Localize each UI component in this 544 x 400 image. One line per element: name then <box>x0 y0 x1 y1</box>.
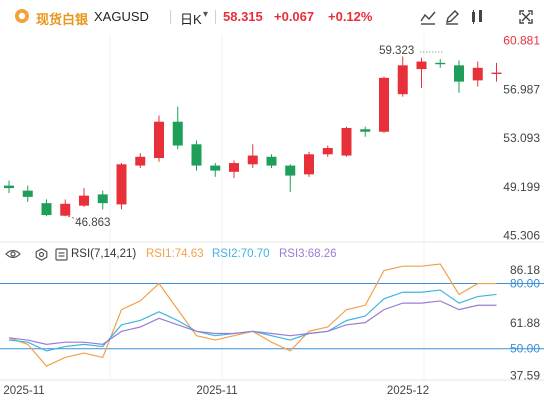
low-price-label: 46.863 <box>75 217 110 229</box>
candle <box>79 188 89 207</box>
pencil-icon[interactable] <box>443 8 461 26</box>
settings-icon[interactable] <box>35 248 48 264</box>
candle <box>172 106 183 150</box>
rsi-axis-label: 61.88 <box>510 316 540 330</box>
candle-body <box>191 144 202 166</box>
candle-body <box>210 165 221 171</box>
candle <box>97 190 108 210</box>
candle-body <box>154 121 164 159</box>
candle <box>247 144 258 169</box>
low-marker-line <box>68 215 80 221</box>
candle-body <box>229 163 239 172</box>
candle <box>154 115 164 162</box>
indicator-name[interactable]: RSI(7,14,21) <box>71 248 137 260</box>
chevron-down-icon[interactable]: ▾ <box>203 9 209 20</box>
candle <box>210 163 221 177</box>
price-axis-label: 53.093 <box>503 131 540 145</box>
rsi-axis-label: 37.59 <box>510 369 540 383</box>
rsi-axis-label: 86.18 <box>510 263 540 277</box>
candle-body <box>472 67 483 81</box>
candle-body <box>397 65 408 95</box>
indicator-switch-icon[interactable] <box>55 248 68 264</box>
candle-body <box>360 129 371 132</box>
candle <box>435 59 446 68</box>
high-price-label: 59.323 <box>379 45 414 57</box>
candle <box>4 180 14 194</box>
candle <box>491 62 502 82</box>
candle <box>135 153 146 169</box>
candle-body <box>116 164 127 205</box>
rsi-series-line-rsi3 <box>8 300 497 345</box>
price-axis-label: 60.881 <box>503 34 540 48</box>
fullscreen-icon[interactable] <box>517 8 535 26</box>
candle-body <box>247 155 258 165</box>
indicator-toolbar: RSI(7,14,21) RSI1:74.63 RSI2:70.70 RSI3:… <box>0 246 544 264</box>
candle-body <box>285 165 296 176</box>
candle-body <box>266 156 277 166</box>
candle <box>60 199 71 217</box>
candle <box>304 151 314 177</box>
candle <box>266 154 277 169</box>
candle <box>41 199 52 217</box>
rsi1-value: RSI1:74.63 <box>146 248 204 260</box>
price-change-percent: +0.12% <box>328 9 373 24</box>
instrument-name[interactable]: 现货白银 <box>36 12 89 27</box>
candle <box>229 160 239 179</box>
candle <box>22 185 33 202</box>
candle <box>322 145 333 157</box>
divider <box>215 10 216 24</box>
eye-icon[interactable] <box>5 248 21 263</box>
date-axis-label: 2025-11 <box>196 385 237 397</box>
rsi-axis-label: 50.00 <box>510 342 540 356</box>
price-axis-label: 45.306 <box>503 229 540 243</box>
candle-body <box>416 61 427 70</box>
candle-body <box>172 121 183 146</box>
candle <box>285 164 296 192</box>
divider <box>170 10 171 24</box>
last-price: 58.315 <box>223 9 263 24</box>
rsi-axis-label: 80.00 <box>510 277 540 291</box>
instrument-code: XAGUSD <box>94 9 149 24</box>
candle-body <box>135 156 146 166</box>
chart-header: 现货白银 XAGUSD 日K ▾ 58.315 +0.067 +0.12% <box>0 0 544 34</box>
candle-body <box>322 148 333 155</box>
candle <box>379 76 389 133</box>
date-axis-label: 2025-12 <box>387 385 429 397</box>
candle <box>191 140 202 171</box>
candle-body <box>60 203 71 216</box>
price-axis-label: 49.199 <box>503 180 540 194</box>
candle-body <box>341 127 352 156</box>
candle <box>397 56 408 97</box>
rsi-series-line-rsi1 <box>8 263 497 367</box>
rsi3-value: RSI3:68.26 <box>279 248 337 260</box>
candle-body <box>454 65 464 82</box>
candle <box>360 126 371 137</box>
rsi2-value: RSI2:70.70 <box>212 248 270 260</box>
candle-body <box>22 190 33 197</box>
candle-body <box>304 154 314 175</box>
candle-body <box>41 203 52 216</box>
candle <box>341 126 352 157</box>
candle-body <box>379 77 389 132</box>
candle <box>472 61 483 87</box>
candle-body <box>97 194 108 204</box>
candle <box>416 57 427 88</box>
candle-body <box>491 72 502 74</box>
date-axis-label: 2025-11 <box>3 385 44 397</box>
line-draw-icon[interactable] <box>419 8 437 26</box>
period-selector[interactable]: 日K <box>180 12 202 27</box>
candle-body <box>4 185 14 189</box>
price-change: +0.067 <box>274 9 315 24</box>
price-axis-label: 56.987 <box>503 82 540 96</box>
candle-body <box>79 195 89 206</box>
compare-icon[interactable] <box>468 8 486 26</box>
candle <box>454 60 464 93</box>
candle-body <box>435 62 446 65</box>
candle <box>116 163 127 210</box>
circle-logo-icon <box>14 8 30 27</box>
